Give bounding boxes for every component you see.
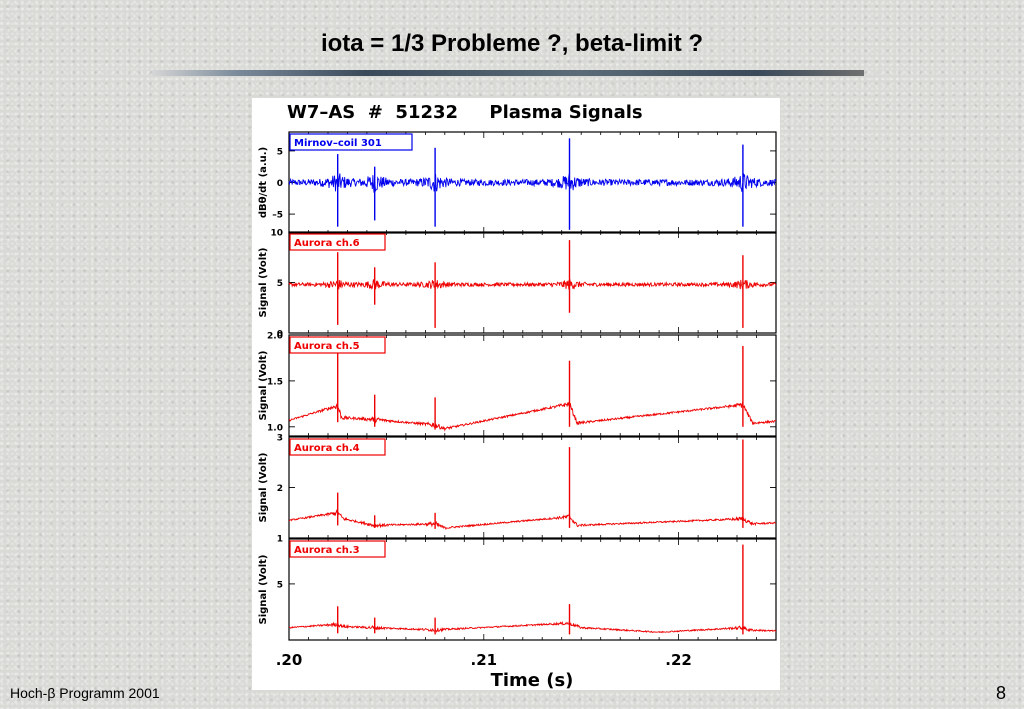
y-tick-label: 3 (277, 434, 283, 444)
y-axis-label: Signal (Volt) (258, 453, 269, 523)
legend-box (289, 233, 386, 251)
signal-trace (288, 620, 777, 634)
signal-trace (288, 173, 777, 193)
x-tick-label: .21 (471, 651, 498, 669)
panel-frame (288, 538, 777, 641)
legend-box (289, 438, 386, 456)
panel-frame (288, 334, 777, 437)
legend-label: Aurora ch.4 (294, 443, 360, 454)
y-tick-label: –5 (272, 211, 283, 221)
y-tick-label: 1 (277, 535, 283, 545)
y-tick-label: 5 (277, 279, 283, 289)
y-tick-label: 1.5 (267, 377, 283, 387)
legend-box (289, 540, 386, 558)
y-axis-label: Signal (Volt) (258, 351, 269, 421)
x-tick-label: .22 (665, 651, 692, 669)
page-number: 8 (995, 683, 1006, 703)
y-tick-label: 0 (277, 179, 283, 189)
y-axis-label: Signal (Volt) (258, 555, 269, 625)
x-tick-label: .20 (276, 651, 303, 669)
legend-label: Mirnov–coil 301 (294, 138, 382, 149)
y-tick-label: 10 (270, 229, 283, 239)
chart-title: W7–AS # 51232 Plasma Signals (287, 102, 643, 123)
y-tick-label: 2 (277, 484, 283, 494)
signal-trace (289, 402, 777, 432)
legend-label: Aurora ch.5 (294, 341, 360, 352)
legend-label: Aurora ch.3 (294, 545, 360, 556)
y-tick-label: 5 (277, 580, 283, 590)
signal-trace (288, 509, 777, 531)
legend-box (289, 133, 413, 151)
y-tick-label: 2.0 (267, 332, 283, 342)
x-axis-label: Time (s) (491, 670, 574, 690)
legend-label: Aurora ch.6 (294, 238, 360, 249)
slide-title: iota = 1/3 Probleme ?, beta-limit ? (320, 30, 704, 57)
y-axis-label: dBθ/dt (a.u.) (258, 147, 269, 218)
plot-figure: W7–AS # 51232 Plasma Signals Time (s) 5 0… (252, 98, 780, 690)
plot-canvas: W7–AS # 51232 Plasma Signals Time (s) 5 0… (258, 102, 777, 690)
legend-box (289, 336, 386, 354)
y-tick-label: 1.0 (267, 423, 283, 433)
y-axis-label: Signal (Volt) (258, 248, 269, 318)
y-tick-label: 0 (277, 330, 283, 340)
title-divider (152, 70, 864, 76)
signal-trace (288, 279, 777, 291)
footer-program-label: Hoch-β Programm 2001 (10, 685, 160, 701)
y-tick-label: 5 (277, 147, 283, 157)
